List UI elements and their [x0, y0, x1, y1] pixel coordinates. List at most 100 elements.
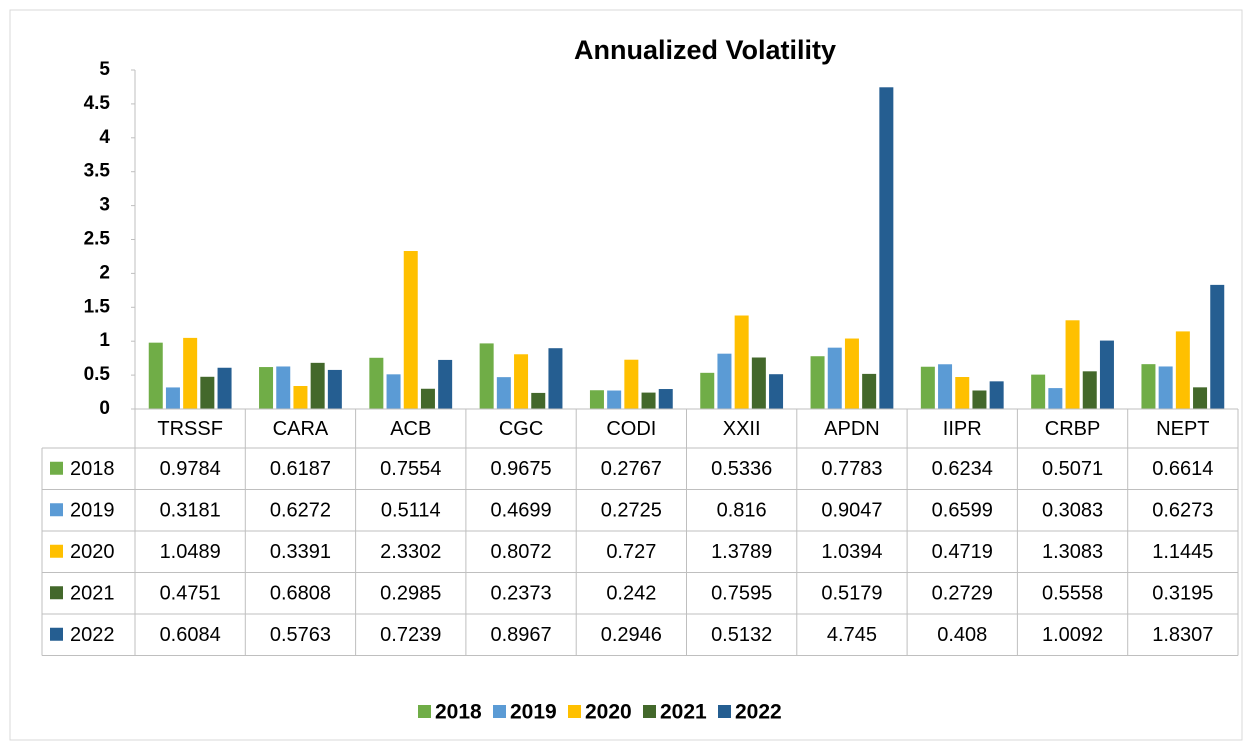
bar [989, 381, 1004, 409]
y-tick-label: 1 [99, 330, 110, 351]
y-tick-label: 3 [99, 195, 110, 216]
bar [751, 357, 766, 409]
bar [479, 343, 494, 409]
table-cell: 0.3181 [160, 500, 221, 522]
bar [1210, 284, 1225, 409]
legend-key [718, 705, 731, 718]
x-tick-label: APDN [824, 418, 880, 440]
table-cell: 4.745 [827, 624, 877, 646]
bar [420, 388, 435, 409]
bar [496, 377, 511, 409]
y-tick-label: 2.5 [84, 229, 111, 250]
table-cell: 0.9047 [821, 500, 882, 522]
bar [327, 369, 342, 409]
y-tick-label: 3.5 [84, 161, 111, 182]
x-tick-label: CRBP [1045, 418, 1101, 440]
bar [548, 348, 563, 409]
table-cell: 0.6273 [1152, 500, 1213, 522]
table-cell: 0.9784 [160, 458, 221, 480]
x-tick-label: IIPR [943, 418, 982, 440]
bar [658, 389, 673, 409]
chart-title: Annualized Volatility [574, 35, 836, 65]
table-cell: 0.4699 [490, 500, 551, 522]
legend-label: 2018 [435, 701, 482, 724]
table-cell: 0.6614 [1152, 458, 1213, 480]
table-cell: 0.5558 [1042, 583, 1103, 605]
table-cell: 0.6272 [270, 500, 331, 522]
table-cell: 0.2767 [601, 458, 662, 480]
bar [955, 377, 970, 409]
legend-key [493, 705, 506, 718]
table-cell: 0.408 [937, 624, 987, 646]
bar [1193, 387, 1208, 409]
row-label: 2020 [70, 541, 115, 563]
bar [607, 390, 622, 409]
x-tick-label: CARA [273, 418, 329, 440]
bar [734, 315, 749, 409]
table-cell: 1.0394 [821, 541, 882, 563]
bar [1158, 366, 1173, 409]
bar [386, 374, 401, 409]
table-cell: 0.9675 [490, 458, 551, 480]
bar [1065, 320, 1080, 409]
table-cell: 0.5132 [711, 624, 772, 646]
bar [200, 376, 215, 409]
y-tick-label: 0 [99, 398, 110, 419]
legend-key [50, 586, 63, 600]
table-cell: 0.3195 [1152, 583, 1213, 605]
table-cell: 0.6808 [270, 583, 331, 605]
x-tick-label: NEPT [1156, 418, 1209, 440]
bar [1031, 374, 1046, 409]
table-cell: 1.8307 [1152, 624, 1213, 646]
bar [1048, 388, 1063, 409]
table-cell: 0.2725 [601, 500, 662, 522]
bar [217, 367, 232, 409]
table-cell: 0.3391 [270, 541, 331, 563]
table-cell: 0.5763 [270, 624, 331, 646]
bar [769, 374, 784, 409]
bar [1141, 364, 1156, 409]
legend-label: 2019 [510, 701, 557, 724]
legend-key [50, 627, 63, 641]
legend-key [643, 705, 656, 718]
bar [1082, 371, 1097, 409]
bar [717, 353, 732, 409]
legend-label: 2022 [735, 701, 782, 724]
table-cell: 0.5179 [821, 583, 882, 605]
table-cell: 0.2373 [490, 583, 551, 605]
x-tick-label: CGC [499, 418, 543, 440]
x-tick-label: TRSSF [157, 418, 223, 440]
bar [531, 392, 546, 409]
y-tick-label: 5 [99, 59, 110, 80]
bar [879, 87, 894, 409]
bar [589, 390, 604, 409]
bar [1099, 340, 1114, 409]
legend-key [50, 544, 63, 558]
bar [293, 386, 308, 409]
table-cell: 0.727 [606, 541, 656, 563]
table-cell: 1.3083 [1042, 541, 1103, 563]
bar [920, 366, 935, 409]
bar [1175, 331, 1190, 409]
table-cell: 1.0489 [160, 541, 221, 563]
table-cell: 0.2985 [380, 583, 441, 605]
legend-key [50, 461, 63, 475]
table-cell: 0.8072 [490, 541, 551, 563]
table-cell: 0.816 [717, 500, 767, 522]
x-tick-label: XXII [723, 418, 761, 440]
bar [403, 251, 418, 409]
x-tick-label: CODI [606, 418, 656, 440]
bar [514, 354, 529, 409]
table-cell: 0.6234 [932, 458, 993, 480]
table-cell: 0.6599 [932, 500, 993, 522]
y-tick-label: 4.5 [84, 93, 111, 114]
table-cell: 0.2946 [601, 624, 662, 646]
table-cell: 0.4751 [160, 583, 221, 605]
table-cell: 0.8967 [490, 624, 551, 646]
legend-label: 2020 [585, 701, 632, 724]
y-tick-label: 4 [99, 127, 110, 148]
row-label: 2018 [70, 458, 115, 480]
table-cell: 0.6084 [160, 624, 221, 646]
legend-key [50, 503, 63, 517]
bar [259, 367, 274, 409]
